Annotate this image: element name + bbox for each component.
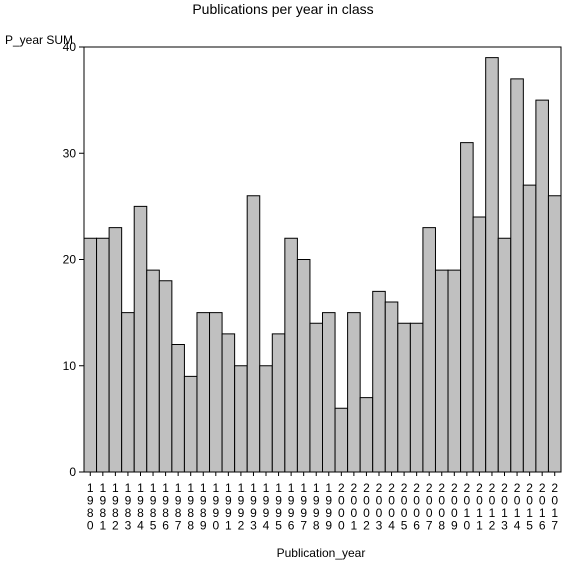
bar	[108, 227, 123, 473]
bar	[372, 290, 386, 473]
bar	[497, 237, 512, 473]
bar	[334, 407, 349, 473]
bar	[547, 195, 562, 473]
bar	[309, 322, 323, 473]
bar	[409, 322, 424, 473]
bar	[535, 99, 549, 473]
bar	[171, 344, 185, 473]
bar	[284, 237, 298, 473]
bar	[397, 322, 411, 473]
bar	[359, 397, 374, 473]
x-axis-label: Publication_year	[277, 546, 366, 560]
bar	[296, 259, 311, 473]
y-tick-label: 30	[63, 146, 77, 160]
bar	[510, 78, 524, 473]
bar	[121, 312, 135, 473]
y-tick-label: 40	[63, 40, 77, 54]
bar	[259, 365, 273, 473]
bar	[246, 195, 261, 473]
bar	[485, 57, 499, 473]
chart-title: Publications per year in class	[192, 1, 373, 17]
bar	[96, 237, 110, 473]
bar	[472, 216, 487, 473]
bar	[460, 142, 474, 473]
bar	[183, 375, 198, 473]
bar	[522, 184, 537, 473]
bar	[384, 301, 399, 473]
bar	[196, 312, 211, 473]
plot-area: 0 10 20 30 40 1 9 8 0 1 9 8 1 1 9 8 2 1 9 8 3 1 9 8 4 1 9 8 5 1 9 8 6 1 9 8…	[63, 40, 562, 533]
bar	[271, 333, 286, 473]
y-tick-label: 20	[63, 253, 77, 267]
bar	[347, 312, 361, 473]
bar	[221, 333, 236, 473]
bar	[83, 237, 98, 473]
bar	[158, 280, 173, 473]
bar	[447, 269, 462, 473]
bar	[422, 227, 436, 473]
bar	[209, 312, 223, 473]
y-axis-label: P_year SUM	[5, 33, 73, 47]
bar	[133, 205, 148, 473]
y-tick-label: 0	[69, 465, 76, 479]
bar	[434, 269, 449, 473]
bar	[322, 312, 336, 473]
bar	[234, 365, 248, 473]
y-tick-label: 10	[63, 359, 77, 373]
bar	[146, 269, 160, 473]
